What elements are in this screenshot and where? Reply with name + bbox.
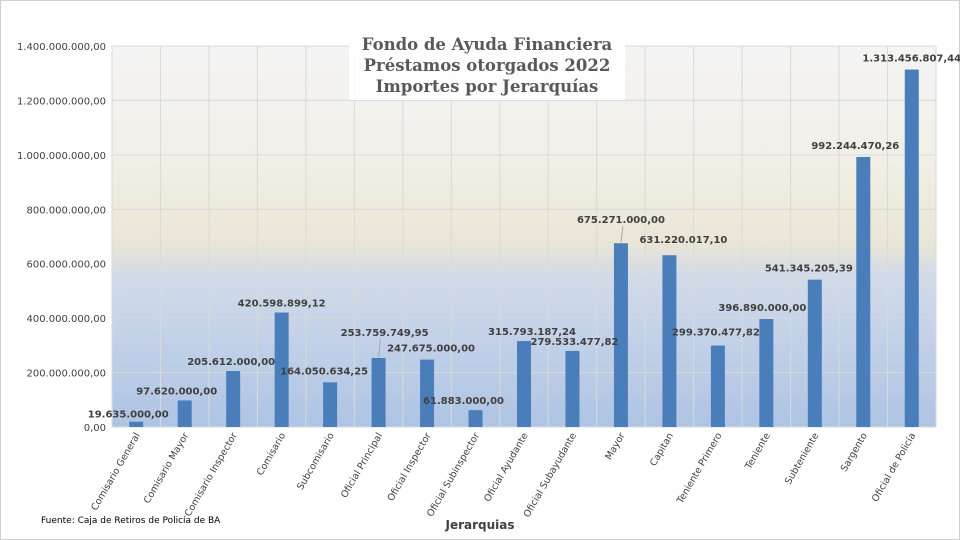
chart-title: Fondo de Ayuda Financiera Préstamos otor… <box>349 32 625 100</box>
data-label: 19.635.000,00 <box>88 410 169 421</box>
y-tick-label: 400.000.000,00 <box>26 314 106 325</box>
bar <box>807 279 822 427</box>
x-tick-label: Oficial Inspector <box>386 431 434 503</box>
data-label: 61.883.000,00 <box>423 396 504 407</box>
x-tick-label: Comisario General <box>89 431 142 513</box>
label-leader-lines <box>378 226 624 357</box>
bar <box>517 341 531 427</box>
x-tick-label: Oficial Subayudante <box>522 431 580 520</box>
x-tick-label: Oficial Subinspector <box>425 431 482 519</box>
data-label: 299.370.477,82 <box>672 328 760 339</box>
data-label: 992.244.470,26 <box>811 141 899 152</box>
x-tick-label: Oficial Principal <box>339 431 385 500</box>
bar <box>371 357 386 427</box>
bar <box>226 371 241 427</box>
source-note: Fuente: Caja de Retiros de Policía de BA <box>41 516 221 526</box>
x-tick-label: Mayor <box>603 431 627 462</box>
x-tick-label: Oficial de Policía <box>870 431 918 504</box>
x-tick-label: Teniente Primero <box>675 431 725 507</box>
data-label: 164.050.634,25 <box>280 366 368 377</box>
data-label: 541.345.205,39 <box>765 264 853 275</box>
y-tick-label: 0,00 <box>84 423 106 434</box>
data-label: 631.220.017,10 <box>639 235 727 246</box>
data-label: 97.620.000,00 <box>136 386 217 397</box>
x-tick-label: Subteniente <box>783 431 821 487</box>
x-tick-label: Comisario Mayor <box>142 431 191 506</box>
data-label: 420.598.899,12 <box>238 299 326 310</box>
bar <box>177 400 192 427</box>
y-tick-label: 1.200.000.000,00 <box>17 96 106 107</box>
chart-title-line-1: Fondo de Ayuda Financiera <box>361 35 613 54</box>
bar <box>613 243 628 427</box>
data-label: 247.675.000,00 <box>387 344 475 355</box>
x-tick-label: Sargento <box>839 431 870 474</box>
bar <box>129 421 144 427</box>
bar <box>662 255 677 427</box>
data-labels: 19.635.000,00 97.620.000,00 205.612.000,00… <box>88 54 960 421</box>
data-label: 315.793.187,24 <box>488 327 576 338</box>
bar <box>856 156 871 427</box>
y-tick-label: 1.400.000.000,00 <box>17 42 106 53</box>
y-tick-label: 800.000.000,00 <box>26 205 106 216</box>
data-label: 675.271.000,00 <box>577 215 665 226</box>
x-tick-label: Oficial Ayudante <box>482 431 530 504</box>
gridlines <box>111 45 937 428</box>
data-label: 205.612.000,00 <box>187 357 275 368</box>
bar <box>323 382 338 427</box>
bar <box>468 410 483 427</box>
y-tick-label: 200.000.000,00 <box>26 369 106 380</box>
data-label: 1.313.456.807,44 <box>862 54 960 65</box>
bars <box>129 69 919 427</box>
data-label: 396.890.000,00 <box>718 303 806 314</box>
data-label: 253.759.749,95 <box>341 328 429 339</box>
leader-line <box>620 226 624 243</box>
bar <box>710 345 725 427</box>
x-tick-label: Teniente <box>743 431 773 472</box>
y-axis-tick-labels: 0,00 200.000.000,00 400.000.000,00 600.000.… <box>17 42 106 434</box>
bar <box>420 359 435 427</box>
y-tick-label: 600.000.000,00 <box>26 260 106 271</box>
x-axis-title: Jerarquias <box>445 518 515 532</box>
x-tick-label: Subcomisario <box>295 431 337 492</box>
data-label: 279.533.477,82 <box>531 337 619 348</box>
bar <box>565 350 580 427</box>
x-tick-label: Capitan <box>648 431 676 468</box>
y-tick-label: 1.000.000.000,00 <box>17 151 106 162</box>
bar <box>759 318 774 427</box>
chart-title-line-3: Importes por Jerarquías <box>375 77 599 96</box>
bar <box>274 312 289 427</box>
bar <box>904 69 919 427</box>
x-tick-label: Comisario Inspector <box>183 431 240 519</box>
chart-title-line-2: Préstamos otorgados 2022 <box>363 56 611 75</box>
leader-line <box>378 338 382 357</box>
x-tick-label: Comisario <box>255 431 288 478</box>
x-axis-tick-labels: Comisario General Comisario MayorComisari… <box>89 431 918 520</box>
